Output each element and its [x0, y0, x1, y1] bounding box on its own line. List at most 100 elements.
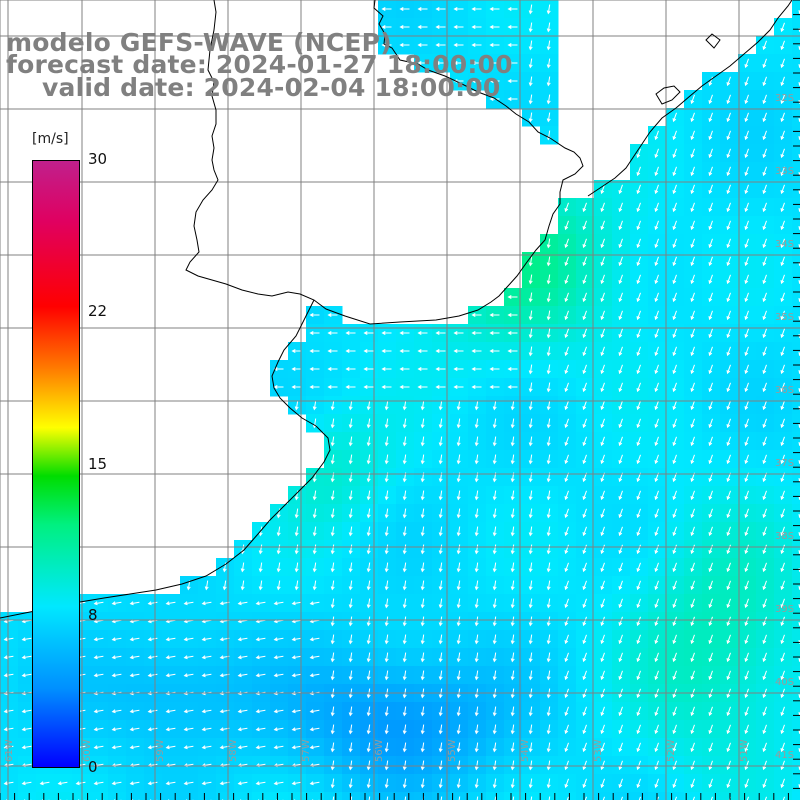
- wind-arrow: [780, 130, 785, 141]
- wind-arrow: [546, 598, 551, 609]
- wind-arrow: [147, 673, 158, 678]
- wind-arrow: [474, 652, 479, 663]
- wind-arrow: [762, 184, 767, 195]
- wind-arrow: [780, 526, 785, 537]
- latitude-label: 38S: [775, 531, 794, 542]
- wind-arrow: [762, 634, 767, 645]
- wind-arrow: [435, 385, 446, 389]
- wind-arrow: [726, 724, 731, 735]
- wind-arrow: [489, 25, 500, 29]
- wind-arrow: [399, 367, 410, 371]
- wind-arrow: [600, 562, 605, 573]
- wind-arrow: [456, 598, 461, 609]
- wind-arrow: [165, 709, 176, 714]
- wind-arrow: [636, 292, 641, 303]
- wind-arrow: [638, 796, 641, 800]
- wind-arrow: [636, 382, 641, 393]
- wind-arrow: [510, 652, 515, 663]
- wind-arrow: [309, 601, 320, 606]
- wind-arrow: [726, 76, 731, 87]
- wind-arrow: [456, 526, 461, 537]
- wind-arrow: [330, 562, 335, 573]
- wind-arrow: [636, 598, 641, 609]
- wind-speed-cell: [792, 756, 800, 775]
- wind-arrow: [3, 655, 14, 660]
- wind-arrow: [291, 709, 302, 714]
- wind-speed-cell: [378, 792, 397, 800]
- wind-arrow: [366, 652, 371, 663]
- wind-arrow: [708, 238, 713, 249]
- wind-arrow: [528, 724, 533, 735]
- wind-arrow: [237, 637, 248, 642]
- wind-speed-cell: [252, 792, 271, 800]
- longitude-label: 54W: [520, 739, 531, 762]
- wind-arrow: [366, 616, 371, 627]
- wind-arrow: [618, 652, 623, 663]
- longitude-label: 51W: [739, 739, 750, 762]
- wind-arrow: [690, 616, 695, 627]
- wind-arrow: [582, 652, 587, 663]
- wind-arrow: [726, 454, 731, 465]
- wind-arrow: [291, 385, 302, 389]
- wind-arrow: [330, 454, 335, 465]
- wind-arrow: [618, 670, 623, 681]
- wind-arrow: [273, 637, 284, 642]
- wind-arrow: [726, 742, 731, 753]
- wind-arrow: [456, 652, 461, 663]
- latitude-label: 41S: [775, 750, 794, 761]
- wind-arrow: [744, 310, 749, 321]
- wind-arrow: [420, 436, 425, 447]
- wind-arrow: [672, 130, 677, 141]
- wind-arrow: [183, 727, 194, 732]
- wind-arrow: [744, 670, 749, 681]
- wind-arrow: [636, 220, 641, 231]
- wind-arrow: [546, 706, 551, 717]
- wind-arrow: [672, 508, 677, 519]
- wind-arrow: [708, 364, 713, 375]
- wind-speed-cell: [738, 792, 757, 800]
- wind-arrow: [381, 367, 392, 371]
- latitude-label: 34S: [775, 239, 794, 250]
- wind-arrow: [708, 742, 713, 753]
- wind-arrow: [111, 655, 122, 660]
- wind-arrow: [564, 274, 569, 285]
- wind-arrow: [528, 400, 533, 411]
- wind-arrow: [762, 454, 767, 465]
- wind-arrow: [546, 346, 551, 357]
- wind-arrow: [147, 709, 158, 714]
- wind-arrow: [654, 652, 659, 663]
- wind-arrow: [582, 562, 587, 573]
- wind-arrow: [366, 526, 371, 537]
- wind-speed-cell: [792, 558, 800, 577]
- wind-arrow: [600, 670, 605, 681]
- wind-arrow: [453, 367, 464, 371]
- wind-speed-cell: [216, 792, 235, 800]
- wind-arrow: [600, 382, 605, 393]
- wind-arrow: [510, 508, 515, 519]
- wind-arrow: [672, 724, 677, 735]
- wind-arrow: [654, 184, 659, 195]
- wind-arrow: [780, 184, 785, 195]
- wind-arrow: [474, 436, 479, 447]
- wind-arrow: [399, 331, 410, 335]
- wind-speed-cell: [792, 234, 800, 253]
- wind-arrow: [528, 4, 533, 15]
- wind-arrow: [474, 634, 479, 645]
- wind-arrow: [510, 724, 515, 735]
- wind-arrow: [330, 742, 335, 753]
- coastline-lower: [0, 299, 331, 619]
- wind-arrow: [402, 454, 407, 465]
- wind-speed-cell: [792, 666, 800, 685]
- wind-arrow: [636, 274, 641, 285]
- longitude-label: 58W: [228, 739, 239, 762]
- wind-arrow: [780, 58, 785, 69]
- wind-speed-cell: [126, 792, 145, 800]
- wind-arrow: [492, 778, 497, 789]
- wind-arrow: [453, 61, 464, 65]
- wind-arrow: [528, 778, 533, 789]
- wind-arrow: [546, 328, 551, 339]
- wind-arrow: [294, 580, 299, 591]
- wind-arrow: [420, 616, 425, 627]
- wind-speed-cell: [792, 162, 800, 181]
- longitude-label: 60W: [82, 739, 93, 762]
